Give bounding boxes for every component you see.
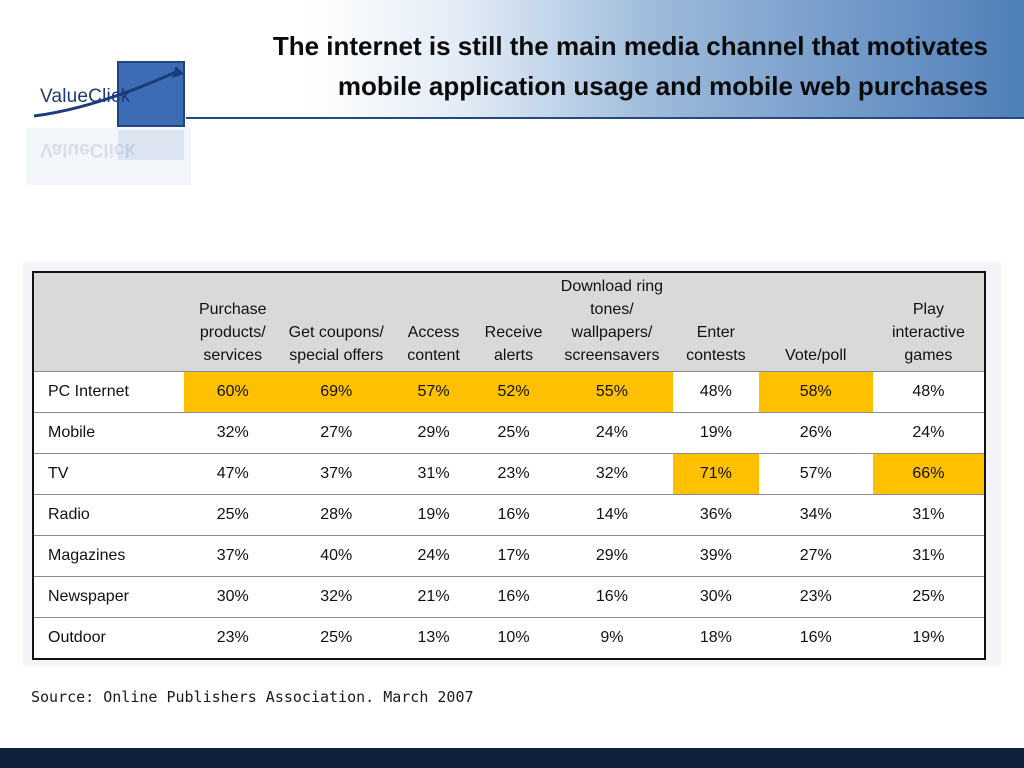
table-cell: 24% bbox=[872, 412, 985, 454]
table-cell: 16% bbox=[476, 576, 551, 618]
table-cell: 23% bbox=[476, 453, 551, 495]
table-cell: 48% bbox=[872, 371, 985, 413]
table-cell: 69% bbox=[281, 371, 391, 413]
table-cell: 17% bbox=[476, 535, 551, 577]
source-note: Source: Online Publishers Association. M… bbox=[31, 688, 474, 706]
table-cell: 60% bbox=[183, 371, 282, 413]
column-header: Receive alerts bbox=[476, 272, 551, 372]
row-label: Radio bbox=[33, 494, 184, 536]
table-panel: Purchase products/ services Get coupons/ … bbox=[23, 262, 1001, 666]
table-row: PC Internet 60% 69% 57% 52% 55% 48% 58% 48% bbox=[33, 371, 985, 413]
table-cell: 25% bbox=[183, 494, 282, 536]
table-row: Radio 25% 28% 19% 16% 14% 36% 34% 31% bbox=[33, 494, 985, 536]
footer-band bbox=[0, 748, 1024, 768]
table-cell: 24% bbox=[550, 412, 674, 454]
row-label: Newspaper bbox=[33, 576, 184, 618]
table-cell: 66% bbox=[872, 453, 985, 495]
table-cell: 24% bbox=[390, 535, 477, 577]
table-cell: 25% bbox=[476, 412, 551, 454]
table-cell: 19% bbox=[673, 412, 759, 454]
table-cell: 27% bbox=[758, 535, 873, 577]
table-cell: 9% bbox=[600, 629, 624, 646]
media-channel-table: Purchase products/ services Get coupons/ … bbox=[32, 271, 986, 660]
row-label: TV bbox=[33, 453, 184, 495]
table-cell: 26% bbox=[758, 412, 873, 454]
table-row: Magazines 37% 40% 24% 17% 29% 39% 27% 31% bbox=[33, 535, 985, 577]
table-header-row: Purchase products/ services Get coupons/ … bbox=[33, 272, 985, 372]
table-cell: 37% bbox=[281, 453, 391, 495]
table-row: TV 47% 37% 31% 23% 32% 71% 57% 66% bbox=[33, 453, 985, 495]
table-cell: 47% bbox=[183, 453, 282, 495]
row-label: PC Internet bbox=[33, 371, 184, 413]
row-label: Outdoor bbox=[48, 629, 106, 646]
column-header: Play interactive games bbox=[872, 272, 985, 372]
table-cell: 23% bbox=[216, 629, 249, 646]
table-cell: 29% bbox=[390, 412, 477, 454]
column-header: Vote/poll bbox=[758, 272, 873, 372]
table-row: Outdoor 23% 25% 13% 10% 9% 18% 16% 19% bbox=[33, 618, 985, 660]
header-cell-blank bbox=[33, 272, 184, 372]
table-cell: 19% bbox=[912, 629, 945, 646]
table-cell: 16% bbox=[476, 494, 551, 536]
table-cell: 58% bbox=[758, 371, 873, 413]
slide-title: The internet is still the main media cha… bbox=[168, 26, 988, 106]
row-label: Mobile bbox=[33, 412, 184, 454]
table-cell: 29% bbox=[550, 535, 674, 577]
table-cell: 32% bbox=[183, 412, 282, 454]
table-cell: 21% bbox=[390, 576, 477, 618]
table-cell: 28% bbox=[281, 494, 391, 536]
table-cell: 32% bbox=[281, 576, 391, 618]
logo-reflection: ValueClick bbox=[40, 139, 136, 160]
table-cell: 39% bbox=[673, 535, 759, 577]
row-label: Magazines bbox=[33, 535, 184, 577]
column-header: Get coupons/ special offers bbox=[281, 272, 391, 372]
table-cell: 71% bbox=[673, 453, 759, 495]
table-cell: 25% bbox=[320, 629, 353, 646]
table-cell: 57% bbox=[758, 453, 873, 495]
table-cell: 48% bbox=[673, 371, 759, 413]
table-cell: 16% bbox=[799, 629, 832, 646]
table-row: Mobile 32% 27% 29% 25% 24% 19% 26% 24% bbox=[33, 412, 985, 454]
valueclick-logo: ValueClick ValueClick bbox=[26, 60, 191, 185]
table-cell: 30% bbox=[673, 576, 759, 618]
table-cell: 34% bbox=[758, 494, 873, 536]
table-cell: 23% bbox=[758, 576, 873, 618]
table-cell: 31% bbox=[390, 453, 477, 495]
table-cell: 31% bbox=[872, 494, 985, 536]
table-cell: 10% bbox=[497, 629, 530, 646]
logo-graphic-icon bbox=[26, 61, 191, 185]
table-cell: 40% bbox=[281, 535, 391, 577]
table-cell: 55% bbox=[550, 371, 674, 413]
table-cell: 19% bbox=[390, 494, 477, 536]
column-header: Enter contests bbox=[673, 272, 759, 372]
table-cell: 36% bbox=[673, 494, 759, 536]
table-cell: 52% bbox=[476, 371, 551, 413]
table-cell: 13% bbox=[417, 629, 450, 646]
column-header: Purchase products/ services bbox=[183, 272, 282, 372]
column-header: Access content bbox=[390, 272, 477, 372]
table-cell: 30% bbox=[183, 576, 282, 618]
table-cell: 32% bbox=[550, 453, 674, 495]
logo-text: ValueClick bbox=[40, 86, 131, 107]
table-cell: 27% bbox=[281, 412, 391, 454]
table-cell: 16% bbox=[550, 576, 674, 618]
table-cell: 37% bbox=[183, 535, 282, 577]
table-cell: 31% bbox=[872, 535, 985, 577]
column-header: Download ring tones/ wallpapers/ screens… bbox=[550, 272, 674, 372]
slide-title-line1: The internet is still the main media cha… bbox=[272, 31, 988, 61]
table-cell: 57% bbox=[390, 371, 477, 413]
table-row: Newspaper 30% 32% 21% 16% 16% 30% 23% 25% bbox=[33, 576, 985, 618]
table-cell: 18% bbox=[699, 629, 732, 646]
header-rule bbox=[186, 117, 1024, 119]
table-body: PC Internet 60% 69% 57% 52% 55% 48% 58% 48% Mobil… bbox=[33, 371, 985, 660]
table-cell: 14% bbox=[550, 494, 674, 536]
slide-title-line2: mobile application usage and mobile web … bbox=[337, 71, 988, 101]
table-cell: 25% bbox=[872, 576, 985, 618]
